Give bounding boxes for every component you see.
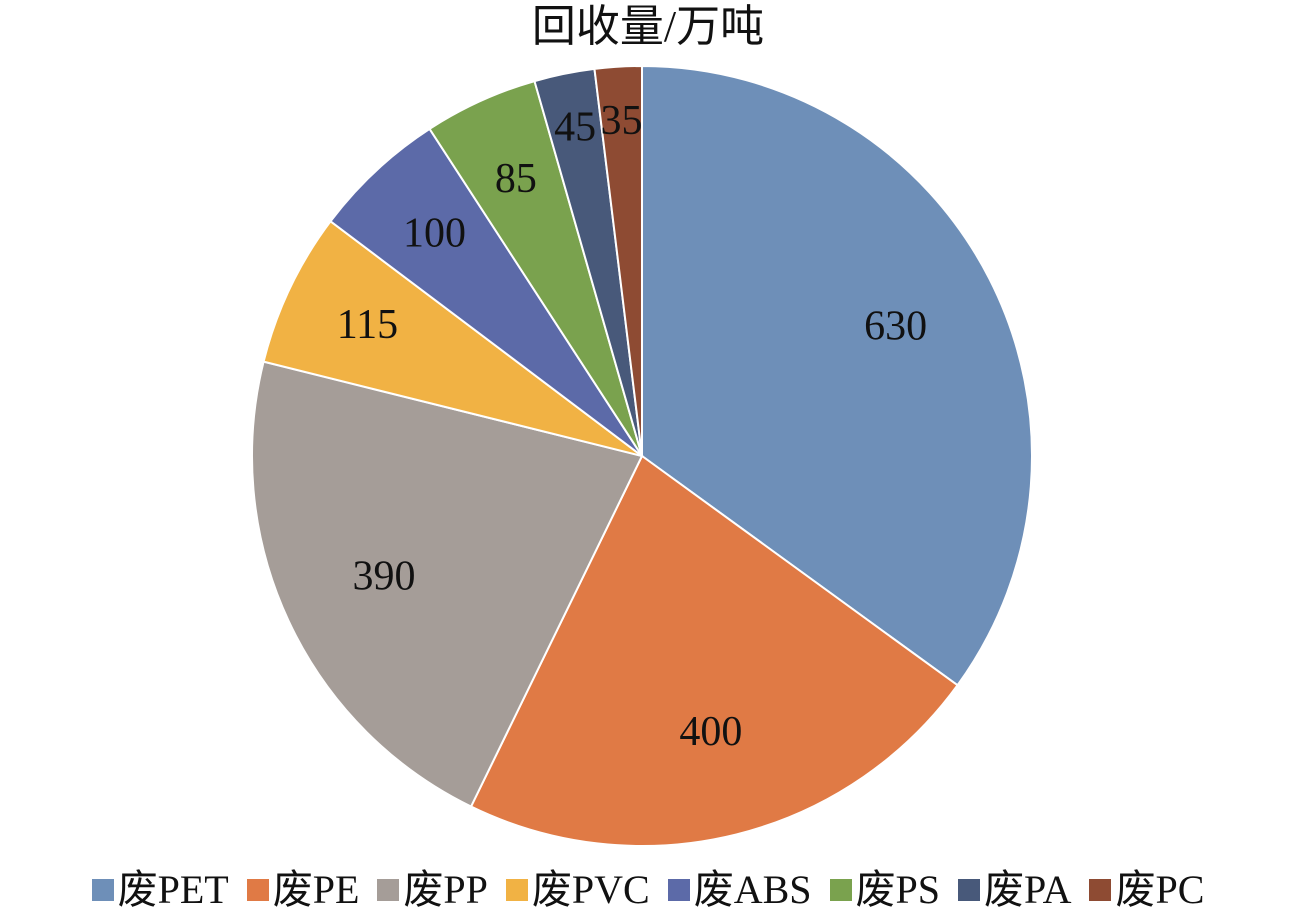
legend-swatch <box>829 879 852 901</box>
pie-slice <box>251 360 644 808</box>
legend-label: 废ABS <box>693 867 812 912</box>
legend-swatch <box>1089 879 1112 901</box>
legend-item: 废PP <box>377 866 488 914</box>
pie-slice <box>262 219 643 457</box>
pie-slice <box>593 64 643 457</box>
legend-swatch <box>246 879 269 901</box>
data-label: 630 <box>864 304 927 350</box>
pie-slice <box>641 64 1033 687</box>
legend: 废PET 废PE 废PP 废PVC 废ABS 废PS 废PA 废PC <box>0 862 1296 918</box>
legend-item: 废PS <box>829 866 941 914</box>
legend-label: 废PA <box>984 867 1072 912</box>
data-label: 390 <box>352 553 415 599</box>
legend-swatch <box>667 879 690 901</box>
data-label: 115 <box>337 302 398 348</box>
legend-label: 废PP <box>403 867 488 912</box>
legend-label: 废PS <box>855 867 941 912</box>
legend-item: 废ABS <box>667 866 812 914</box>
chart-title: 回收量/万吨 <box>531 2 765 51</box>
legend-item: 废PET <box>91 866 229 914</box>
data-label: 85 <box>495 156 537 202</box>
legend-item: 废PC <box>1089 866 1204 914</box>
legend-item: 废PVC <box>505 866 650 914</box>
data-label: 400 <box>679 709 742 755</box>
legend-label: 废PET <box>117 867 229 912</box>
legend-swatch <box>505 879 528 901</box>
data-label: 35 <box>601 98 643 144</box>
legend-swatch <box>958 879 981 901</box>
pie-slice <box>469 454 959 847</box>
data-label: 100 <box>403 211 466 257</box>
data-label: 45 <box>554 104 596 150</box>
legend-item: 废PE <box>246 866 360 914</box>
legend-item: 废PA <box>958 866 1071 914</box>
legend-label: 废PE <box>272 867 360 912</box>
legend-label: 废PC <box>1115 867 1205 912</box>
legend-swatch <box>377 879 400 901</box>
legend-swatch <box>91 879 114 901</box>
pie-slice <box>329 127 643 457</box>
legend-label: 废PVC <box>531 867 650 912</box>
